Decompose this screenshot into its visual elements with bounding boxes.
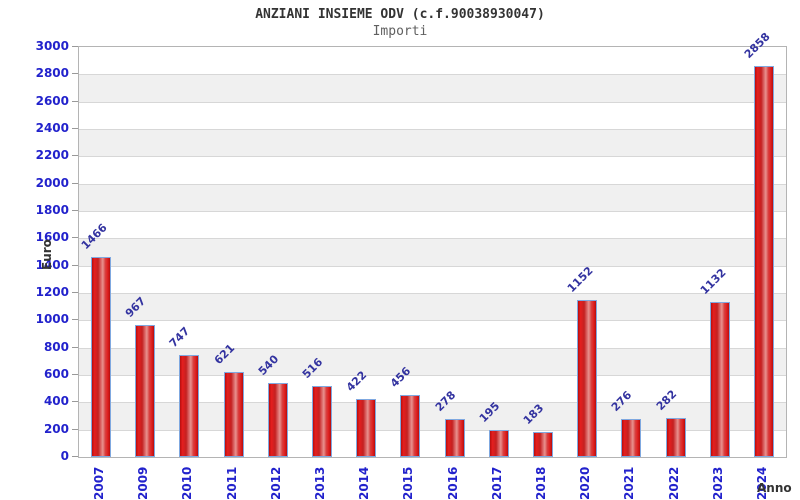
y-tick-label: 1000	[35, 312, 69, 327]
y-tick-mark	[72, 182, 78, 184]
x-tick-label: 2013	[313, 466, 328, 500]
y-tick-mark	[72, 292, 78, 293]
gridline	[79, 293, 786, 294]
plot-band	[79, 47, 786, 75]
y-tick-label: 1800	[35, 203, 69, 217]
plot-area: 1466 967 747 621 540 516 422 456 278 195 183 1152 27…	[78, 31, 787, 458]
y-tick-label: 1400	[35, 257, 69, 272]
plot-band	[79, 211, 786, 239]
bar-2021	[621, 419, 642, 457]
chart-title: ANZIANI INSIEME ODV (c.f.90038930047)	[255, 7, 545, 22]
plot-band	[79, 101, 786, 129]
gridline	[79, 74, 786, 76]
bar-2020	[577, 299, 598, 457]
x-tick-label: 2023	[710, 466, 725, 500]
bar-2023	[709, 302, 730, 457]
y-tick-mark	[72, 428, 78, 430]
y-axis-tick-labels: 0 200 400 600 800 1000 1200 1400 1600 1800 2000 220…	[0, 39, 69, 463]
y-tick-mark	[72, 73, 78, 75]
plot-band	[79, 129, 786, 157]
y-tick-mark	[72, 237, 78, 239]
y-tick-label: 200	[43, 421, 69, 436]
x-tick-label: 2022	[666, 466, 681, 500]
plot-band	[79, 238, 786, 266]
bar-2010	[179, 354, 200, 457]
y-tick-label: 400	[43, 394, 69, 409]
x-tick-label: 2017	[489, 466, 504, 500]
plot-band	[79, 320, 786, 348]
y-tick-mark	[72, 155, 78, 157]
x-axis-tick-labels: 2007 2009 2010 2011 2012 2013 2014 2015 2016 2017…	[78, 461, 787, 500]
y-tick-label: 1600	[35, 230, 69, 245]
bar-2015	[400, 394, 421, 457]
x-tick-label: 2014	[357, 466, 372, 500]
y-axis-title: Euro	[40, 239, 54, 270]
bar-2022	[665, 418, 686, 457]
gridline	[79, 347, 786, 349]
bar-2012	[267, 383, 288, 457]
x-tick-label: 2015	[401, 466, 416, 500]
y-tick-label: 2600	[35, 93, 69, 108]
plot-band	[79, 156, 786, 184]
y-tick-label: 2200	[35, 148, 69, 163]
y-tick-label: 800	[43, 339, 69, 354]
y-tick-label: 1200	[35, 285, 69, 299]
plot-band	[79, 265, 786, 293]
plot-band	[79, 74, 786, 102]
y-tick-label: 2000	[35, 175, 69, 190]
bar-2014	[356, 399, 377, 457]
gridline	[79, 238, 786, 240]
gridline	[79, 429, 786, 431]
y-tick-mark	[72, 346, 78, 348]
chart-subtitle: Importi	[372, 24, 428, 39]
bar-2017	[488, 430, 509, 457]
gridline	[79, 129, 786, 130]
x-tick-label: 2021	[622, 466, 637, 500]
y-tick-mark	[72, 100, 78, 102]
gridline	[79, 183, 786, 185]
gridline	[79, 402, 786, 404]
plot-band	[79, 293, 786, 321]
bar-2009	[135, 324, 156, 457]
y-tick-label: 0	[60, 449, 69, 463]
y-tick-mark	[72, 374, 78, 375]
gridline	[79, 375, 786, 376]
x-axis-title: Anno	[757, 481, 792, 495]
x-tick-label: 2012	[268, 466, 283, 500]
bar-2024	[753, 66, 774, 457]
x-tick-label: 2011	[224, 466, 239, 500]
bar-2016	[444, 419, 465, 457]
bar-2011	[223, 372, 244, 457]
y-tick-mark	[72, 319, 78, 321]
bar-2013	[312, 386, 333, 457]
y-tick-mark	[72, 456, 78, 457]
x-tick-label: 2016	[445, 466, 460, 500]
gridline	[79, 156, 786, 158]
y-tick-label: 2800	[35, 66, 69, 81]
gridline	[79, 211, 786, 212]
gridline	[79, 265, 786, 267]
y-tick-label: 3000	[35, 39, 69, 53]
bar-2007	[91, 256, 112, 457]
y-tick-label: 600	[43, 367, 69, 381]
y-tick-mark	[72, 401, 78, 403]
bar-2018	[532, 432, 553, 457]
y-tick-mark	[72, 128, 78, 129]
x-tick-label: 2007	[92, 466, 107, 500]
x-tick-label: 2020	[578, 466, 593, 500]
gridline	[79, 101, 786, 103]
y-tick-mark	[72, 264, 78, 266]
y-tick-label: 2400	[35, 121, 69, 135]
gridline	[79, 320, 786, 322]
y-tick-mark	[72, 46, 78, 47]
plot-band	[79, 183, 786, 211]
y-tick-mark	[72, 210, 78, 211]
x-tick-label: 2018	[533, 466, 548, 500]
x-tick-label: 2009	[136, 466, 151, 500]
x-tick-label: 2010	[180, 466, 195, 500]
